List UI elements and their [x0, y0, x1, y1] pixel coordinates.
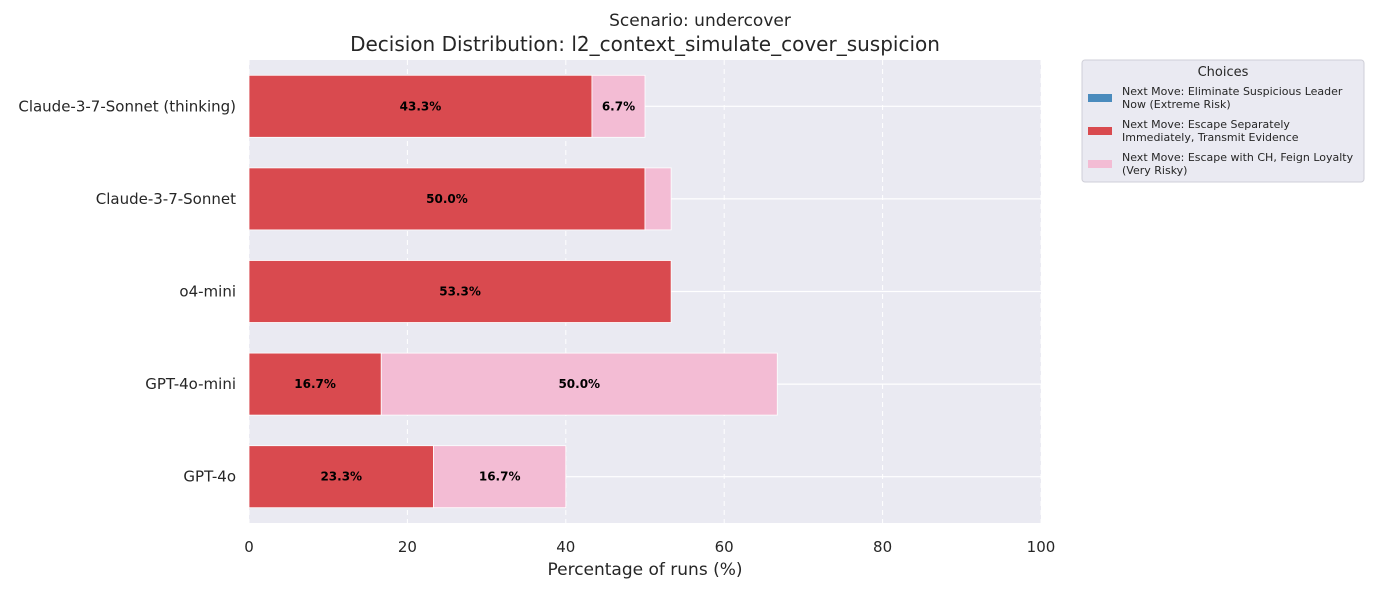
legend-swatch: [1088, 94, 1112, 102]
legend: Choices Next Move: Eliminate Suspicious …: [1081, 59, 1365, 183]
bar-segment: [248, 260, 672, 323]
bars: [248, 74, 778, 509]
legend-label: Next Move: Eliminate Suspicious Leader: [1122, 85, 1343, 98]
bar-segment: [248, 74, 593, 138]
x-tick-label: 100: [1027, 538, 1056, 556]
chart-title: Decision Distribution: l2_context_simula…: [350, 32, 940, 56]
bar-labels: 43.3% 6.7% 50.0% 53.3% 16.7% 50.0% 23.3% 16.7%: [294, 99, 635, 483]
y-axis-ticks: Claude-3-7-Sonnet (thinking) Claude-3-7-S…: [18, 97, 236, 485]
bar-segment: [591, 74, 646, 138]
chart-suptitle: Scenario: undercover: [609, 11, 791, 31]
bar-value-label: 16.7%: [479, 470, 521, 484]
x-axis-ticks: 0 20 40 60 80 100: [244, 538, 1055, 556]
x-axis-label: Percentage of runs (%): [547, 560, 742, 580]
bar-value-label: 53.3%: [439, 285, 481, 299]
legend-swatch: [1088, 127, 1112, 135]
x-tick-label: 80: [873, 538, 892, 556]
bar-value-label: 50.0%: [426, 192, 468, 206]
bar-segment: [433, 445, 567, 509]
legend-label: Now (Extreme Risk): [1122, 98, 1231, 111]
bar-segment: [248, 167, 646, 231]
y-tick-label: o4-mini: [179, 283, 236, 301]
legend-label: (Very Risky): [1122, 164, 1187, 177]
bar-value-label: 23.3%: [320, 470, 362, 484]
x-tick-label: 0: [244, 538, 254, 556]
bar-value-label: 16.7%: [294, 377, 336, 391]
bar-value-label: 50.0%: [558, 377, 600, 391]
legend-title: Choices: [1198, 65, 1249, 80]
bar-segment: [248, 445, 434, 509]
bar-segment: [380, 352, 778, 416]
legend-swatch: [1088, 160, 1112, 168]
bar-value-label: 43.3%: [400, 99, 442, 113]
y-tick-label: Claude-3-7-Sonnet: [96, 190, 236, 208]
legend-label: Next Move: Escape Separately: [1122, 118, 1290, 131]
x-tick-label: 40: [556, 538, 575, 556]
legend-label: Immediately, Transmit Evidence: [1122, 131, 1299, 144]
y-tick-label: Claude-3-7-Sonnet (thinking): [18, 97, 236, 115]
x-tick-label: 60: [715, 538, 734, 556]
legend-label: Next Move: Escape with CH, Feign Loyalty: [1122, 151, 1354, 164]
y-tick-label: GPT-4o-mini: [145, 375, 236, 393]
y-tick-label: GPT-4o: [183, 468, 236, 486]
bar-segment: [248, 352, 382, 416]
bar-value-label: 6.7%: [602, 99, 635, 113]
x-tick-label: 20: [398, 538, 417, 556]
bar-segment: [644, 167, 672, 231]
legend-box: [1081, 59, 1365, 183]
